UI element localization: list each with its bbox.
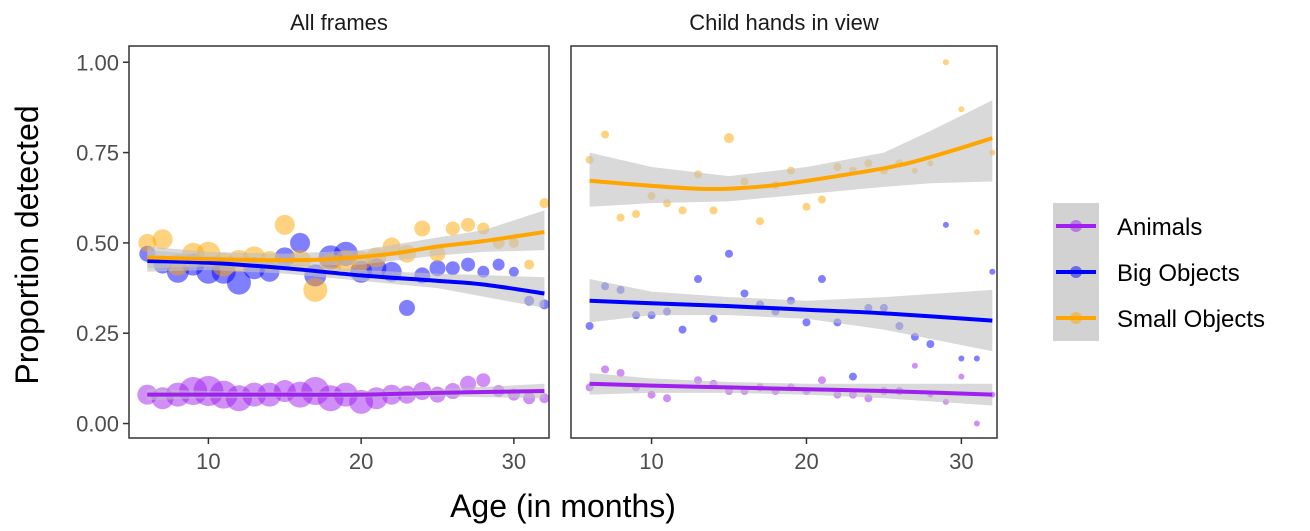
data-point [709,314,718,323]
data-point [601,130,610,139]
data-point [303,277,328,302]
panel-plot-area [585,59,996,427]
panels: All frames Child hands in view [128,10,998,439]
data-point [958,373,965,380]
data-point [709,206,718,215]
trend-line-small-objects [589,136,993,192]
data-point [616,213,625,222]
y-tick-label: 0.25 [76,321,119,346]
trend-line-small-objects [147,230,545,263]
data-point [926,340,935,349]
data-point [973,355,980,362]
legend-key-point [1070,312,1082,324]
data-point [817,195,826,204]
data-point [524,259,535,270]
trend-line-animals [589,381,993,397]
data-point [958,106,965,113]
y-axis: 0.00 0.25 0.50 0.75 1.00 [76,50,129,437]
data-point [958,355,965,362]
data-point [694,275,703,284]
legend-label: Small Objects [1117,306,1265,333]
legend-label: Animals [1117,214,1202,241]
data-point [989,268,996,275]
data-point [539,198,549,209]
confidence-ribbon [589,279,993,352]
data-point [226,270,251,295]
data-point [601,365,610,374]
x-tick-label: 10 [639,449,663,474]
panel-plot-area [137,198,549,414]
data-point [508,266,519,277]
y-tick-label: 0.50 [76,231,119,256]
data-point [398,299,415,316]
x-tick-label: 20 [349,449,373,474]
legend-item-big-objects: Big Objects [1053,249,1240,295]
data-point [755,217,764,226]
data-point [429,260,446,277]
y-axis-title: Proportion detected [9,105,45,384]
legend-key-point [1070,220,1082,232]
panel-border [570,45,998,439]
confidence-ribbon [589,100,993,207]
data-point [802,318,811,327]
legend-item-small-objects: Small Objects [1053,295,1265,341]
panel-border [128,45,550,439]
data-point [632,210,641,218]
data-point [414,220,431,237]
panel-title: All frames [290,10,388,35]
x-axis: 10 20 30 10 20 30 [196,438,974,474]
data-point [740,289,749,298]
panel-2: Child hands in view [570,10,998,439]
legend: Animals Big Objects Small Objects [1053,203,1265,341]
y-tick-label: 0.75 [76,141,119,166]
panel-1: All frames [128,10,550,439]
data-point [492,258,505,271]
x-tick-label: 30 [502,449,526,474]
x-axis-title: Age (in months) [450,488,676,524]
data-point [678,325,687,334]
data-point [817,376,826,385]
data-point [973,420,980,427]
trend-line-big-objects [147,258,545,296]
x-tick-label: 30 [949,449,973,474]
legend-label: Big Objects [1117,260,1240,287]
legend-item-animals: Animals [1053,203,1202,249]
data-point [445,261,460,276]
data-point [848,372,857,381]
data-point [290,232,311,253]
data-point [476,373,491,388]
data-point [973,229,980,236]
y-tick-label: 0.00 [76,412,119,437]
data-point [274,214,295,235]
data-point [802,202,811,211]
data-point [942,221,949,228]
data-point [942,59,949,66]
confidence-ribbon [147,210,545,269]
data-point [663,394,672,403]
data-point [461,217,476,232]
trend-line-animals [147,389,545,397]
data-point [678,206,687,215]
data-point [911,362,918,369]
data-point [817,275,826,284]
panel-title: Child hands in view [689,10,879,35]
data-point [724,133,735,144]
legend-key-point [1070,266,1082,278]
data-point [152,229,173,250]
x-tick-label: 10 [196,449,220,474]
data-point [477,265,490,278]
y-tick-label: 1.00 [76,50,119,75]
data-point [445,221,460,236]
data-point [585,322,594,330]
data-point [616,368,625,377]
trend-line-big-objects [589,298,993,323]
x-tick-label: 20 [794,449,818,474]
data-point [725,249,734,258]
data-point [461,257,476,272]
